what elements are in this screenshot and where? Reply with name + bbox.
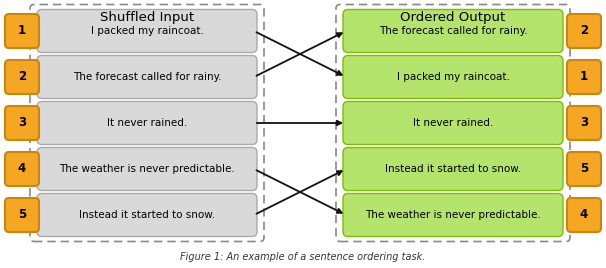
Text: Figure 1: An example of a sentence ordering task.: Figure 1: An example of a sentence order… [181, 252, 425, 262]
Text: 3: 3 [580, 117, 588, 129]
FancyBboxPatch shape [343, 193, 563, 236]
FancyBboxPatch shape [567, 198, 601, 232]
FancyBboxPatch shape [5, 106, 39, 140]
FancyBboxPatch shape [37, 55, 257, 99]
Text: 2: 2 [580, 24, 588, 38]
FancyBboxPatch shape [37, 102, 257, 144]
FancyBboxPatch shape [5, 198, 39, 232]
FancyBboxPatch shape [567, 106, 601, 140]
FancyBboxPatch shape [5, 60, 39, 94]
Text: 5: 5 [580, 162, 588, 176]
Text: I packed my raincoat.: I packed my raincoat. [396, 72, 510, 82]
FancyBboxPatch shape [37, 193, 257, 236]
Text: It never rained.: It never rained. [107, 118, 187, 128]
Text: The forecast called for rainy.: The forecast called for rainy. [379, 26, 527, 36]
Text: Instead it started to snow.: Instead it started to snow. [79, 210, 215, 220]
FancyBboxPatch shape [343, 147, 563, 191]
Text: 1: 1 [18, 24, 26, 38]
FancyBboxPatch shape [343, 9, 563, 53]
Text: 1: 1 [580, 70, 588, 84]
FancyBboxPatch shape [37, 9, 257, 53]
Text: 4: 4 [18, 162, 26, 176]
Text: 5: 5 [18, 209, 26, 221]
FancyBboxPatch shape [343, 55, 563, 99]
FancyBboxPatch shape [5, 152, 39, 186]
FancyBboxPatch shape [567, 152, 601, 186]
FancyBboxPatch shape [37, 147, 257, 191]
FancyBboxPatch shape [567, 14, 601, 48]
Text: 4: 4 [580, 209, 588, 221]
FancyBboxPatch shape [5, 14, 39, 48]
Text: The weather is never predictable.: The weather is never predictable. [365, 210, 541, 220]
Text: The weather is never predictable.: The weather is never predictable. [59, 164, 235, 174]
Text: Ordered Output: Ordered Output [401, 12, 505, 24]
Text: Instead it started to snow.: Instead it started to snow. [385, 164, 521, 174]
Text: The forecast called for rainy.: The forecast called for rainy. [73, 72, 221, 82]
Text: 3: 3 [18, 117, 26, 129]
FancyBboxPatch shape [343, 102, 563, 144]
Text: It never rained.: It never rained. [413, 118, 493, 128]
Text: Shuffled Input: Shuffled Input [100, 12, 194, 24]
Text: I packed my raincoat.: I packed my raincoat. [90, 26, 204, 36]
FancyBboxPatch shape [567, 60, 601, 94]
Text: 2: 2 [18, 70, 26, 84]
